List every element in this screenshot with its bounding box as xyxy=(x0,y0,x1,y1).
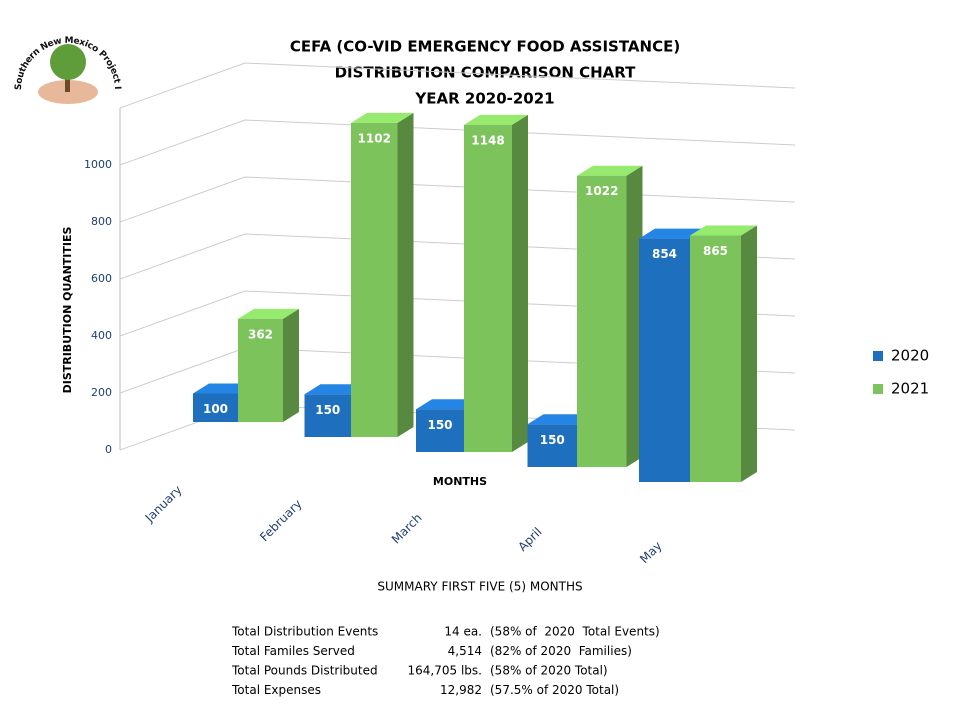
bar-top xyxy=(351,112,414,123)
data-label: 150 xyxy=(427,418,452,432)
bar-side xyxy=(741,225,757,482)
x-tick-label: January xyxy=(142,483,185,526)
bar-side xyxy=(397,112,414,438)
bar-side xyxy=(283,308,299,422)
bar xyxy=(527,424,577,467)
bar xyxy=(690,235,741,482)
bar-side xyxy=(626,165,643,468)
grid-line xyxy=(119,176,796,223)
bar xyxy=(464,124,512,452)
legend-label: 2020 xyxy=(891,347,929,365)
logo: Southern New Mexico Project Inc. xyxy=(0,0,123,104)
summary-note: (82% of 2020 Families) xyxy=(490,644,632,658)
data-label: 1022 xyxy=(585,184,618,198)
logo-tree xyxy=(50,44,86,80)
bar-top xyxy=(639,228,706,239)
y-tick-label: 600 xyxy=(91,272,112,285)
data-label: 100 xyxy=(203,402,228,416)
chart-title: CEFA (CO-VID EMERGENCY FOOD ASSISTANCE) xyxy=(290,38,680,56)
bar xyxy=(193,393,238,422)
x-tick-label: March xyxy=(389,511,425,547)
bar xyxy=(416,409,464,452)
summary-value: 14 ea. xyxy=(444,625,482,639)
bar-top xyxy=(527,414,593,425)
summary-value: 4,514 xyxy=(448,644,482,658)
bar-side xyxy=(512,114,528,452)
chart-title: YEAR 2020-2021 xyxy=(414,90,554,108)
x-axis-label: MONTHS xyxy=(433,475,487,488)
summary-note: (58% of 2020 Total Events) xyxy=(490,625,660,639)
data-label: 865 xyxy=(703,244,728,258)
data-label: 150 xyxy=(315,403,340,417)
wall-edge xyxy=(119,62,796,109)
summary-note: (58% of 2020 Total) xyxy=(490,664,608,678)
y-tick-label: 0 xyxy=(105,443,112,456)
summary-label: Total Familes Served xyxy=(231,644,355,658)
data-label: 362 xyxy=(248,327,273,341)
data-label: 1102 xyxy=(358,131,391,145)
legend-label: 2021 xyxy=(891,380,929,398)
summary-title: SUMMARY FIRST FIVE (5) MONTHS xyxy=(377,580,582,594)
data-label: 854 xyxy=(652,247,677,261)
y-tick-label: 800 xyxy=(91,215,112,228)
x-tick-label: February xyxy=(257,497,305,545)
logo-trunk xyxy=(65,70,70,92)
y-tick-label: 1000 xyxy=(84,158,112,171)
grid-line xyxy=(119,119,796,166)
x-tick-label: April xyxy=(515,525,544,554)
summary-note: (57.5% of 2020 Total) xyxy=(490,683,619,697)
y-tick-label: 200 xyxy=(91,386,112,399)
summary-value: 12,982 xyxy=(440,683,482,697)
summary-label: Total Pounds Distributed xyxy=(231,664,378,678)
x-tick-label: May xyxy=(637,539,664,566)
bar xyxy=(238,318,283,422)
data-label: 1148 xyxy=(471,133,504,147)
bar xyxy=(304,394,351,437)
bar xyxy=(351,122,398,438)
y-tick-label: 400 xyxy=(91,329,112,342)
summary-value: 164,705 lbs. xyxy=(408,664,482,678)
y-axis-label: DISTRIBUTION QUANTITIES xyxy=(61,227,74,394)
bar-top xyxy=(464,114,528,125)
bar-top xyxy=(238,308,299,319)
bar-top xyxy=(690,225,757,236)
summary-label: Total Expenses xyxy=(231,683,321,697)
summary-label: Total Distribution Events xyxy=(231,625,378,639)
data-label: 150 xyxy=(540,433,565,447)
legend-swatch xyxy=(873,384,883,394)
bar-top xyxy=(577,165,643,176)
legend-swatch xyxy=(873,351,883,361)
bar xyxy=(577,175,627,468)
bar xyxy=(639,238,690,482)
